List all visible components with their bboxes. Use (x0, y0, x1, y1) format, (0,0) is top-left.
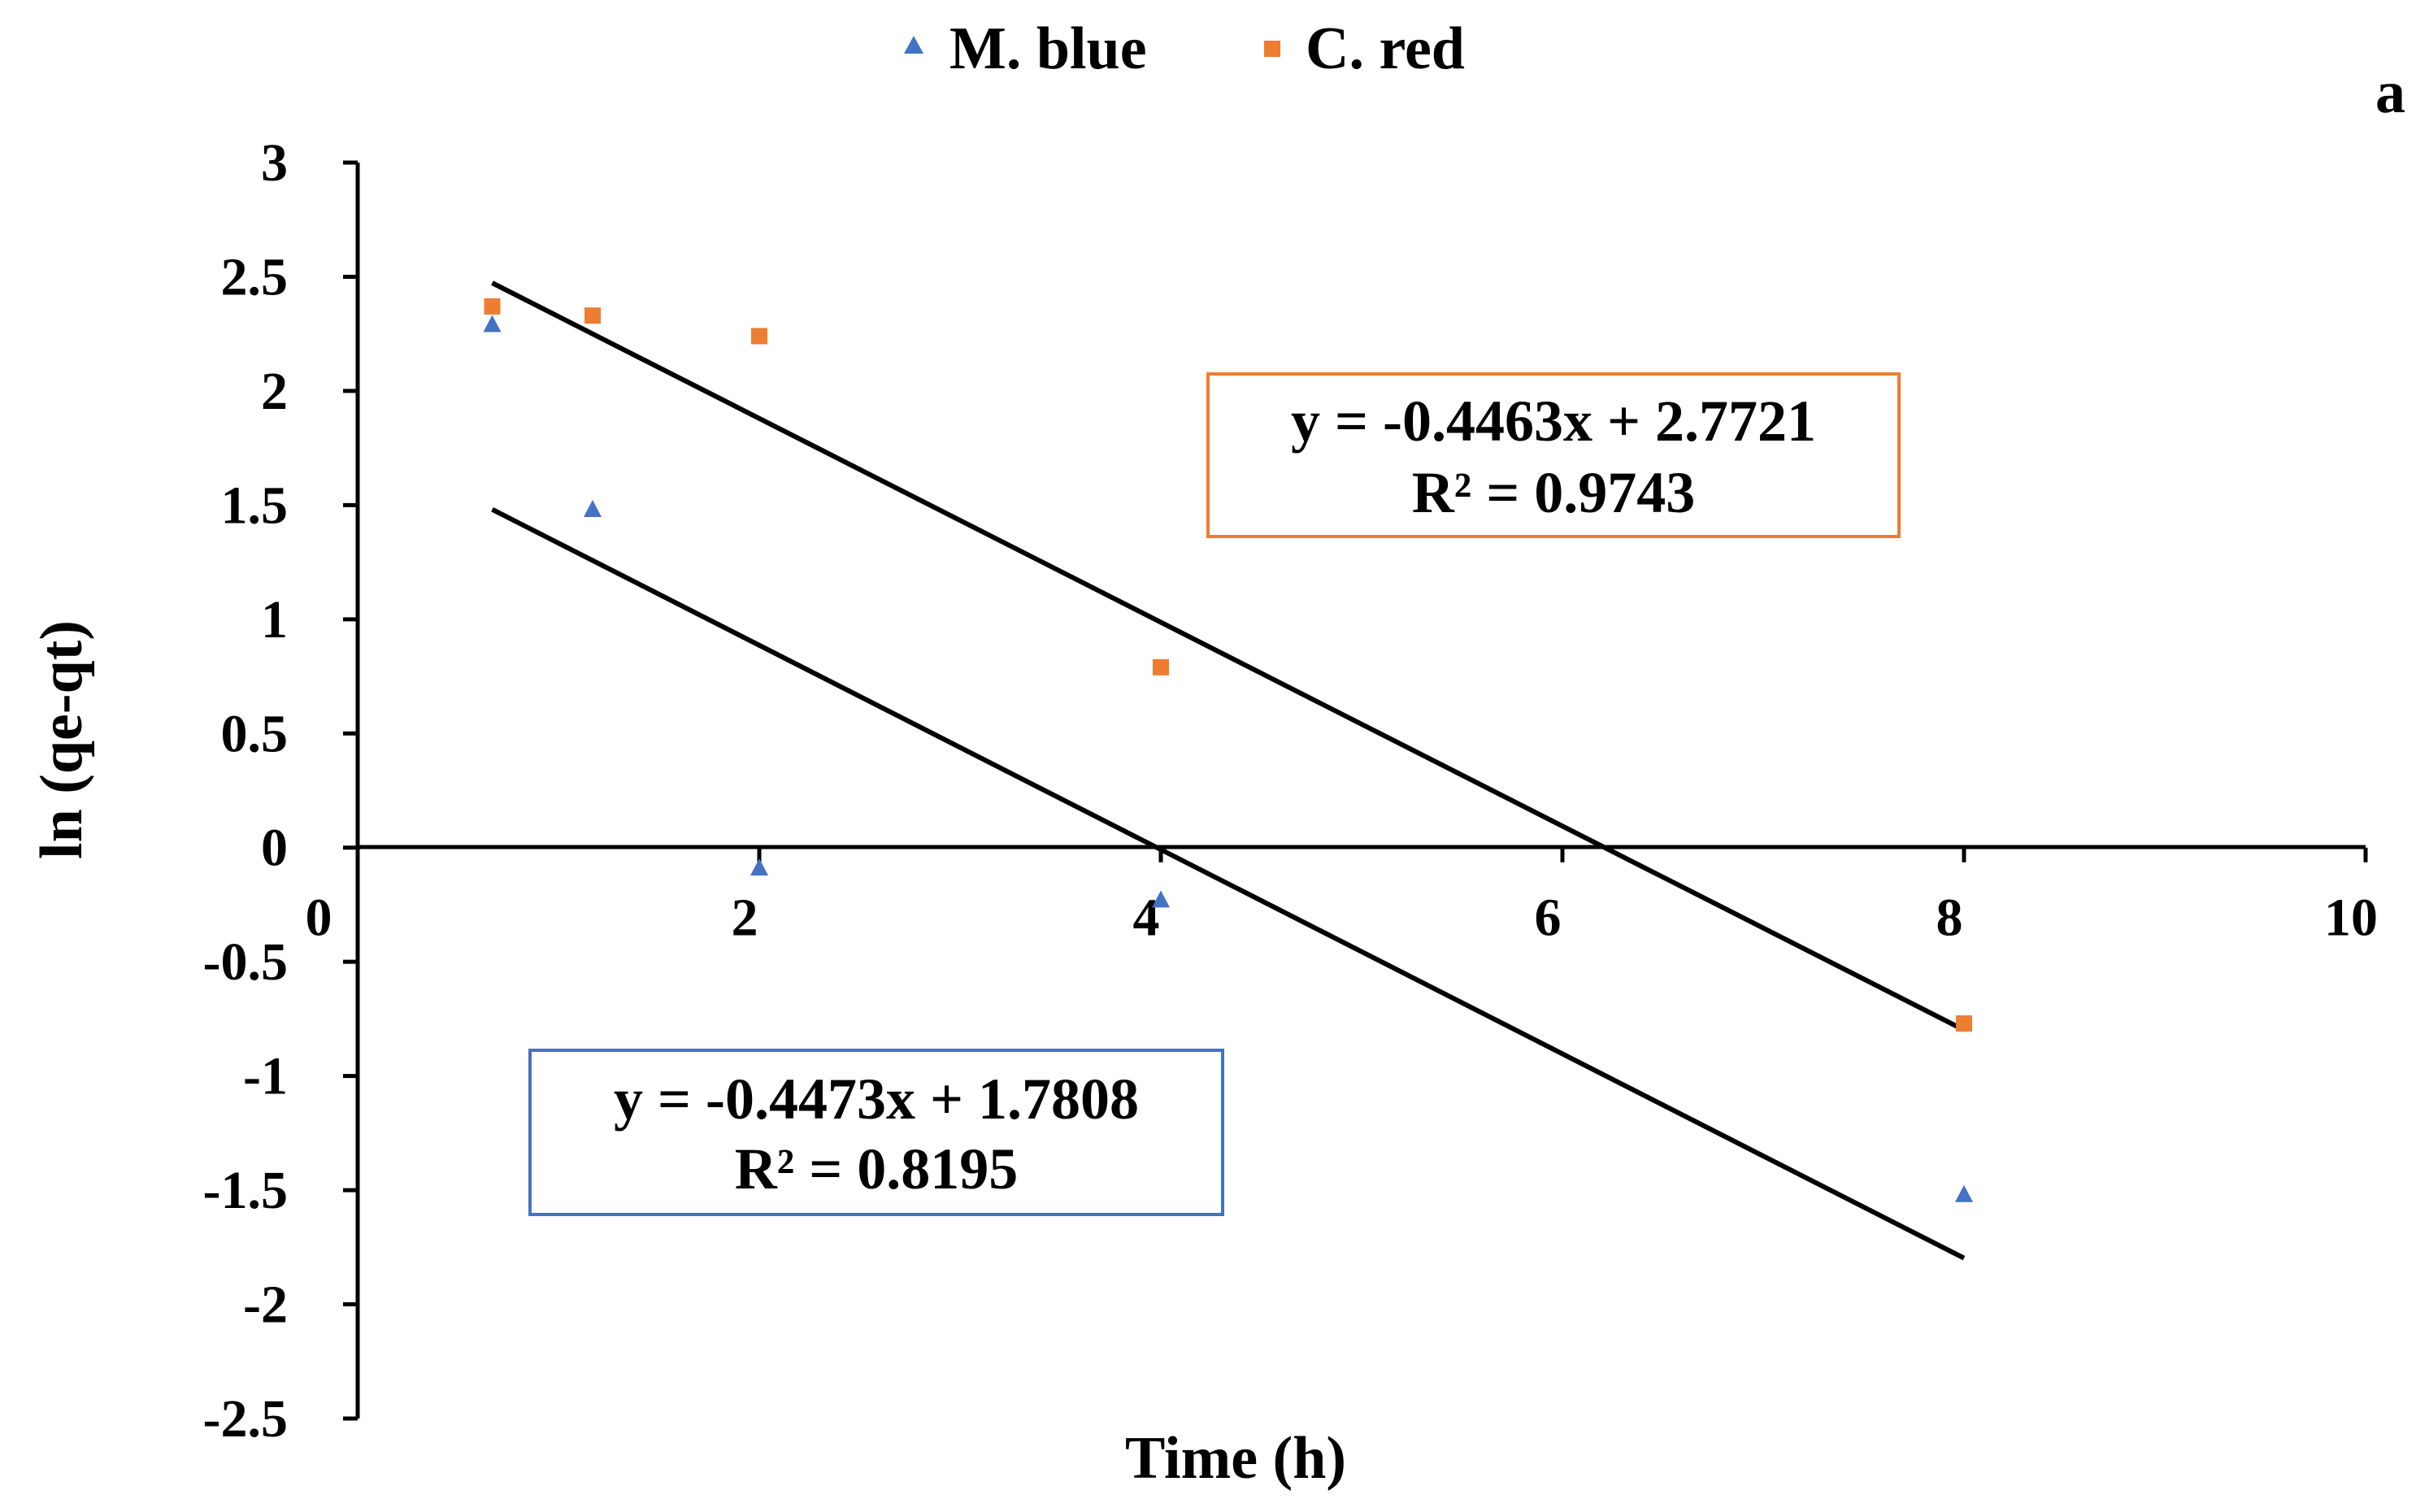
data-point-square (1153, 658, 1169, 676)
y-tick-label: 1.5 (221, 476, 289, 535)
y-axis-title: ln (qe-qt) (28, 620, 95, 859)
y-tick-label: 1 (261, 590, 288, 650)
y-ticks: 3 2.5 2 1.5 1 0.5 0 -0.5 -1 -1.5 -2 -2.5 (203, 133, 358, 1449)
x-tick-label: 6 (1535, 889, 1562, 948)
series-m-blue-points (483, 315, 1973, 1202)
y-tick-label: -2.5 (203, 1389, 288, 1449)
x-tick-label: 8 (1936, 889, 1963, 948)
legend-label-m-blue: M. blue (949, 15, 1147, 82)
y-tick-label: -0.5 (203, 932, 288, 992)
series-c-red-points (484, 298, 1972, 1032)
legend-marker-c-red (1264, 41, 1280, 57)
trendline-c-red (491, 280, 1966, 1032)
equation-m-blue-line2: R² = 0.8195 (735, 1136, 1019, 1201)
data-point-triangle (750, 858, 768, 876)
y-tick-label: -1 (243, 1047, 288, 1106)
data-point-square (751, 328, 767, 345)
y-tick-label: 0 (261, 819, 288, 878)
x-tick-label: 0 (306, 889, 332, 948)
panel-label: a (2375, 59, 2405, 126)
y-tick-label: 3 (261, 133, 288, 193)
data-point-square (1956, 1015, 1972, 1032)
equation-box-c-red-border (1206, 372, 1901, 538)
y-tick-label: -1.5 (203, 1161, 288, 1220)
data-point-triangle (583, 499, 602, 517)
x-tick-label: 2 (732, 889, 758, 948)
equation-c-red-line2: R² = 0.9743 (1412, 460, 1696, 525)
x-tick-label: 10 (2324, 889, 2378, 948)
trendline-m-blue (491, 506, 1966, 1261)
legend-marker-m-blue (904, 36, 923, 54)
x-tick-label: 4 (1133, 889, 1160, 948)
equation-box-m-blue: y = -0.4473x + 1.7808 R² = 0.8195 (528, 1049, 1224, 1216)
x-ticks: 0 2 4 6 8 10 (306, 847, 2378, 948)
legend: M. blue C. red (904, 15, 1465, 82)
equation-box-c-red: y = -0.4463x + 2.7721 R² = 0.9743 (1206, 372, 1901, 538)
data-point-triangle (483, 315, 502, 332)
legend-label-c-red: C. red (1306, 15, 1465, 82)
equation-box-m-blue-border (528, 1049, 1224, 1216)
y-tick-label: 0.5 (221, 704, 289, 763)
equation-m-blue-line1: y = -0.4473x + 1.7808 (614, 1067, 1139, 1132)
x-axis-title: Time (h) (1125, 1425, 1346, 1492)
y-tick-label: -2 (243, 1275, 288, 1335)
y-tick-label: 2 (261, 362, 288, 421)
equation-c-red-line1: y = -0.4463x + 2.7721 (1291, 389, 1816, 454)
data-point-triangle (1152, 890, 1170, 908)
data-point-triangle (1955, 1184, 1973, 1202)
y-tick-label: 2.5 (221, 247, 289, 306)
data-point-square (584, 307, 601, 324)
data-point-square (484, 298, 501, 315)
